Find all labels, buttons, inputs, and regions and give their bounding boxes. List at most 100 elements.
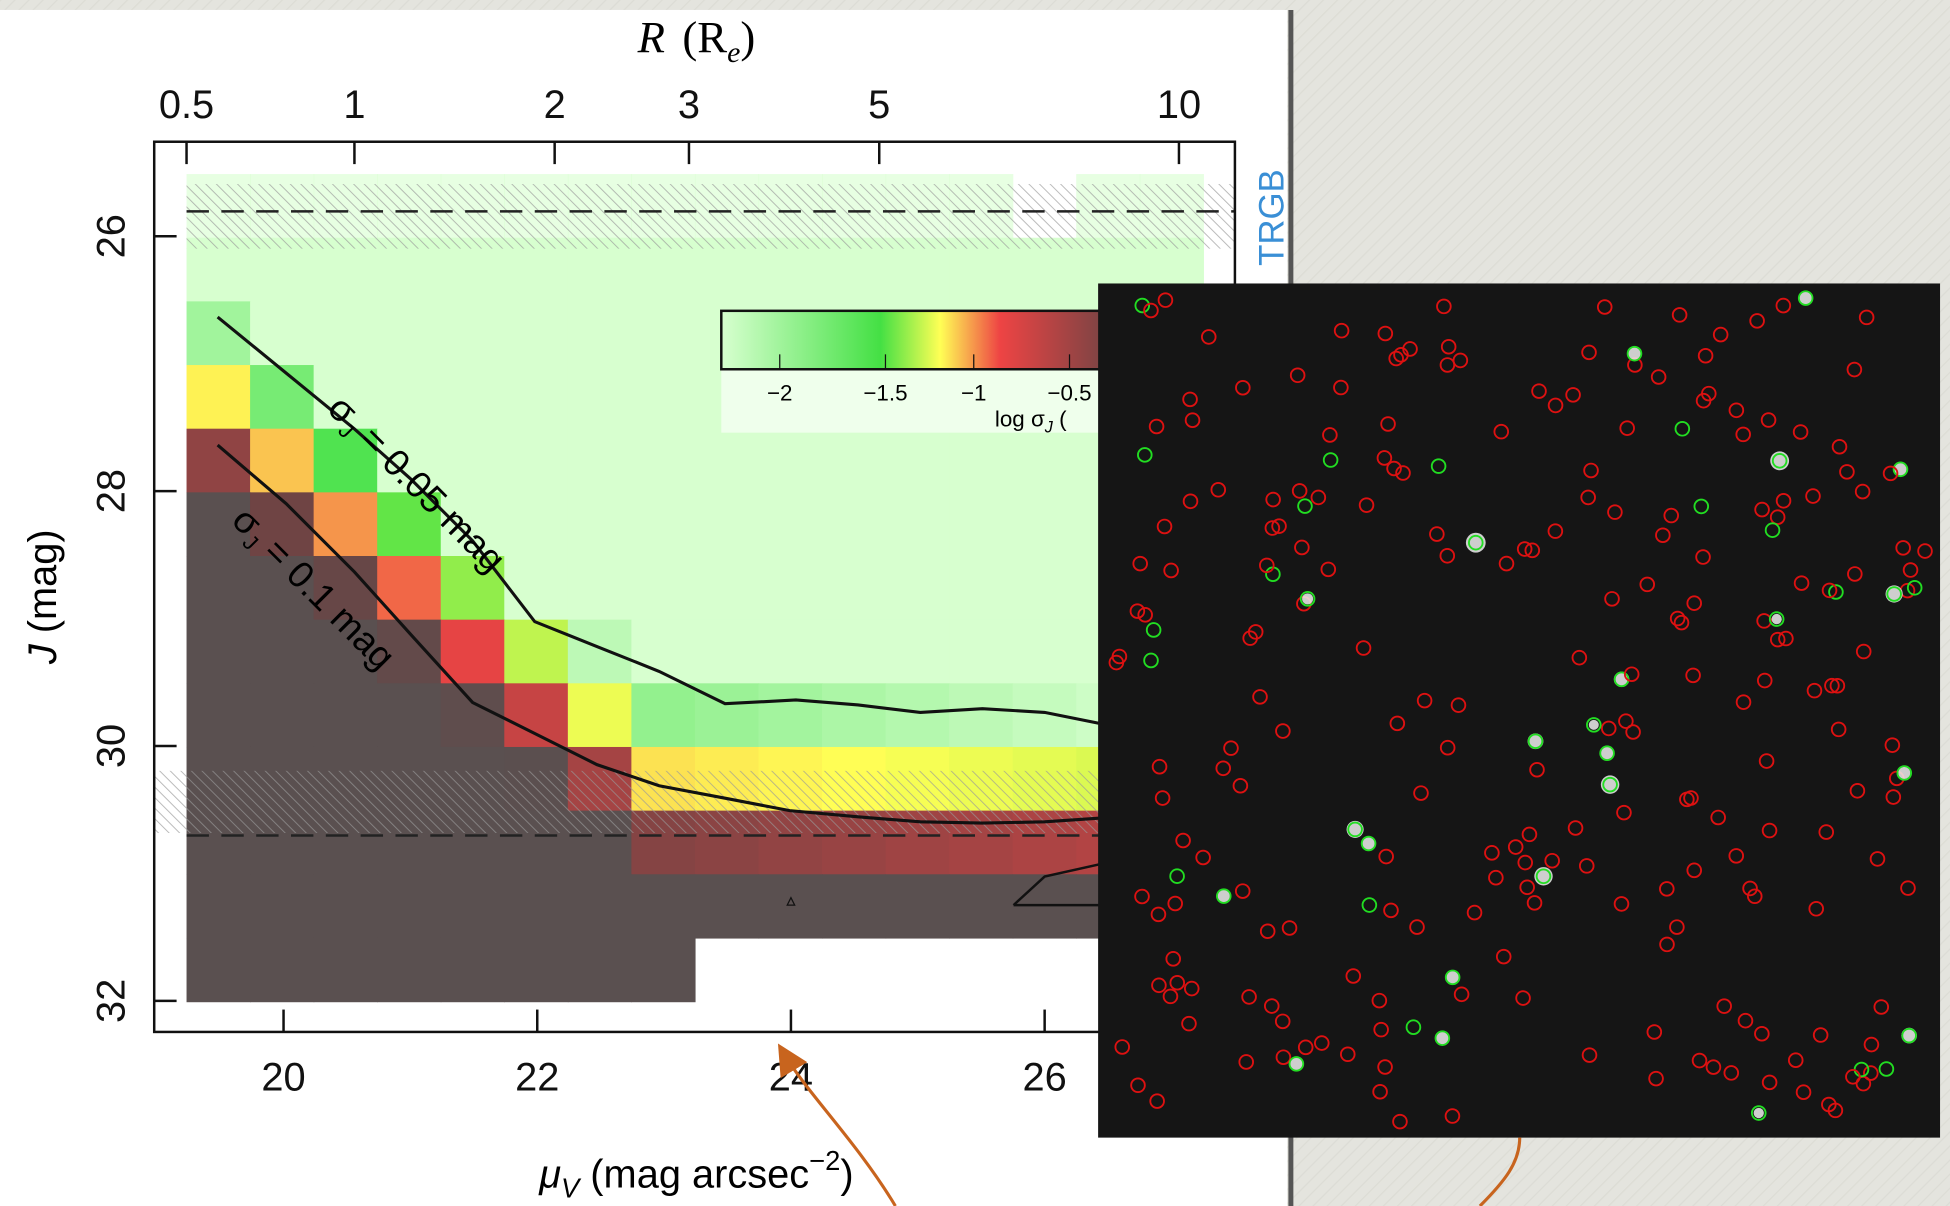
- source-marker: [1527, 733, 1544, 750]
- source-marker: [1377, 1059, 1393, 1075]
- source-marker: [1655, 527, 1671, 544]
- source-marker: [1466, 904, 1483, 921]
- heatmap-cell: [631, 492, 696, 557]
- source-marker: [1444, 1108, 1461, 1124]
- source-marker: [1439, 357, 1456, 373]
- source-marker: [1339, 1046, 1356, 1063]
- source-marker: [1917, 543, 1933, 559]
- heatmap-cell: [1012, 556, 1077, 621]
- source-marker: [1294, 539, 1310, 556]
- source-marker: [1846, 361, 1863, 378]
- source-marker: [1869, 851, 1886, 867]
- source-marker: [1299, 591, 1316, 607]
- source-marker: [1829, 677, 1846, 694]
- source-marker: [1181, 1015, 1197, 1032]
- star: [1434, 1030, 1450, 1046]
- source-marker: [1134, 888, 1150, 905]
- source-marker: [1728, 402, 1745, 419]
- source-marker: [1902, 562, 1919, 578]
- source-marker: [1333, 322, 1350, 339]
- source-marker: [1184, 412, 1201, 428]
- heatmap-cell: [758, 492, 823, 557]
- source-marker: [1234, 883, 1251, 899]
- colorbar-ticks: −2 −1.5 −1 −0.5: [767, 354, 1092, 405]
- source-marker: [1792, 424, 1809, 440]
- source-marker: [1242, 630, 1258, 646]
- source-marker: [1274, 1013, 1291, 1030]
- source-marker: [1669, 610, 1686, 627]
- source-marker: [1567, 820, 1584, 836]
- source-marker: [1143, 302, 1159, 319]
- heatmap-cell: [567, 428, 633, 493]
- source-marker: [1895, 540, 1911, 556]
- source-marker: [1808, 901, 1824, 917]
- heatmap-cell: [250, 301, 315, 366]
- title: (mag): [21, 529, 65, 644]
- heatmap-cell: [186, 619, 251, 684]
- heatmap-cell: [250, 874, 315, 939]
- heatmap-cell: [949, 428, 1014, 493]
- top-tick-label: 0.5: [159, 83, 214, 127]
- heatmap-cell: [885, 556, 950, 621]
- title: (mag arcsec: [579, 1152, 809, 1196]
- colorbar-tick-label: −2: [767, 380, 793, 405]
- source-marker: [1223, 740, 1239, 756]
- source-marker: [1663, 507, 1680, 524]
- heatmap-cell: [949, 683, 1014, 748]
- heatmap-cell: [377, 683, 442, 748]
- heatmap-cell: [440, 301, 505, 366]
- top-axis-title: R (Re): [637, 12, 756, 69]
- source-marker: [1493, 423, 1510, 440]
- heatmap-cell: [504, 428, 569, 493]
- star: [1898, 766, 1911, 780]
- star-markers: [1108, 290, 1933, 1130]
- source-marker: [1607, 504, 1623, 520]
- heatmap-cell: [567, 365, 633, 430]
- heatmap-cell: [186, 556, 251, 621]
- heatmap-cell: [250, 556, 315, 621]
- heatmap-cell: [186, 301, 251, 366]
- source-marker: [1824, 677, 1840, 694]
- source-marker: [1517, 854, 1534, 871]
- source-marker: [1760, 412, 1777, 428]
- source-marker: [1436, 298, 1452, 315]
- source-marker: [1756, 672, 1773, 689]
- source-marker: [1599, 745, 1615, 761]
- source-marker: [1769, 631, 1786, 648]
- source-marker: [1371, 992, 1388, 1009]
- source-marker: [1586, 717, 1602, 733]
- label: log σ: [995, 406, 1045, 431]
- heatmap-cell: [377, 492, 442, 557]
- source-marker: [1679, 791, 1695, 808]
- heatmap-cell: [822, 874, 887, 939]
- label: J: [1044, 419, 1054, 437]
- source-marker: [1402, 341, 1418, 357]
- source-marker: [1114, 1039, 1131, 1055]
- heatmap-cell: [885, 619, 950, 684]
- heatmap-cell: [631, 301, 696, 366]
- heatmap-cell: [694, 556, 760, 621]
- star: [1302, 593, 1314, 605]
- heatmap-cell: [885, 428, 950, 493]
- source-marker: [1183, 980, 1200, 997]
- left-tick-label: 26: [89, 214, 133, 258]
- source-marker: [1151, 758, 1168, 775]
- source-marker: [1297, 498, 1313, 514]
- heatmap-cell: [694, 619, 760, 684]
- source-marker: [1778, 630, 1794, 647]
- source-marker: [1771, 453, 1788, 469]
- heatmap-cell: [250, 365, 315, 430]
- source-marker: [1701, 385, 1717, 402]
- source-marker: [1821, 1096, 1837, 1113]
- source-marker: [1735, 694, 1752, 710]
- source-marker: [1322, 427, 1338, 443]
- heatmap-cell: [949, 492, 1014, 557]
- heatmap-cell: [631, 365, 696, 430]
- star: [1445, 970, 1460, 985]
- left-axis-title: J (mag): [21, 529, 65, 665]
- heatmap-cell: [313, 365, 378, 430]
- source-marker: [1547, 397, 1564, 414]
- contour: [786, 896, 796, 906]
- source-marker: [1259, 923, 1276, 940]
- source-marker: [1444, 969, 1461, 986]
